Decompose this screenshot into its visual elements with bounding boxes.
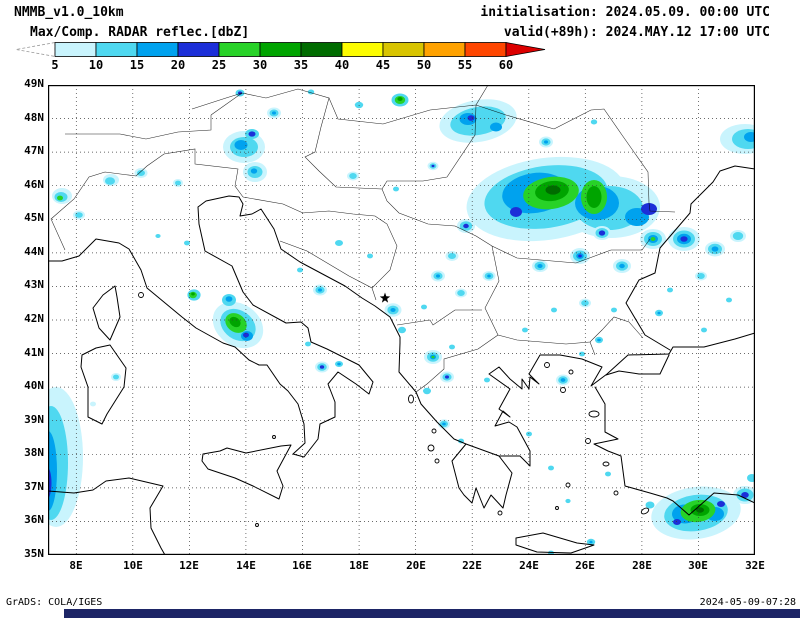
variable-label: Max/Comp. RADAR reflec.[dbZ] bbox=[30, 25, 250, 40]
colorbar-tick-label: 15 bbox=[129, 58, 145, 72]
lat-tick-label: 39N bbox=[24, 413, 44, 426]
lat-tick-label: 40N bbox=[24, 379, 44, 392]
lat-tick-label: 45N bbox=[24, 211, 44, 224]
grads-credit-label: GrADS: COLA/IGES bbox=[6, 597, 103, 608]
colorbar-segment bbox=[505, 42, 546, 57]
colorbar-tick-label: 35 bbox=[293, 58, 309, 72]
lon-tick-label: 30E bbox=[688, 559, 708, 572]
initialisation-label: initialisation: 2024.05.09. 00:00 UTC bbox=[480, 5, 770, 20]
colorbar-tick-label: 30 bbox=[252, 58, 268, 72]
colorbar-tick-label: 5 bbox=[51, 58, 59, 72]
colorbar-segment bbox=[15, 42, 56, 57]
lat-tick-label: 48N bbox=[24, 111, 44, 124]
colorbar-segment bbox=[136, 42, 179, 57]
lon-tick-label: 16E bbox=[292, 559, 312, 572]
model-title: NMMB_v1.0_10km bbox=[14, 5, 124, 20]
colorbar-tick-label: 40 bbox=[334, 58, 350, 72]
colorbar-tick-label: 20 bbox=[170, 58, 186, 72]
lat-tick-label: 44N bbox=[24, 245, 44, 258]
colorbar-segment bbox=[464, 42, 507, 57]
lat-tick-label: 36N bbox=[24, 513, 44, 526]
lon-tick-label: 24E bbox=[519, 559, 539, 572]
lat-tick-label: 49N bbox=[24, 77, 44, 90]
colorbar-segment bbox=[177, 42, 220, 57]
colorbar-segment bbox=[54, 42, 97, 57]
map-frame bbox=[48, 85, 755, 555]
lat-tick-label: 37N bbox=[24, 480, 44, 493]
colorbar-tick-label: 60 bbox=[498, 58, 514, 72]
colorbar-tick-label: 55 bbox=[457, 58, 473, 72]
bottom-bar bbox=[64, 609, 800, 618]
lat-tick-label: 43N bbox=[24, 278, 44, 291]
map-plot bbox=[48, 85, 755, 555]
coastlines bbox=[48, 165, 755, 555]
lon-tick-label: 12E bbox=[179, 559, 199, 572]
lon-tick-label: 22E bbox=[462, 559, 482, 572]
colorbar-segment bbox=[259, 42, 302, 57]
radar-echoes bbox=[48, 89, 755, 555]
valid-time-label: valid(+89h): 2024.MAY.12 17:00 UTC bbox=[503, 25, 770, 40]
lon-tick-label: 14E bbox=[236, 559, 256, 572]
graticule bbox=[48, 85, 755, 555]
lat-tick-label: 41N bbox=[24, 346, 44, 359]
colorbar-segment bbox=[218, 42, 261, 57]
creation-timestamp-label: 2024-05-09-07:28 bbox=[699, 597, 796, 608]
colorbar-tick-label: 50 bbox=[416, 58, 432, 72]
lat-tick-label: 47N bbox=[24, 144, 44, 157]
lat-tick-label: 42N bbox=[24, 312, 44, 325]
lat-tick-label: 46N bbox=[24, 178, 44, 191]
location-star-marker bbox=[379, 292, 391, 303]
colorbar bbox=[15, 42, 546, 57]
colorbar-segment bbox=[95, 42, 138, 57]
lon-tick-label: 20E bbox=[406, 559, 426, 572]
colorbar-tick-label: 10 bbox=[88, 58, 104, 72]
lon-tick-label: 32E bbox=[745, 559, 765, 572]
colorbar-tick-label: 25 bbox=[211, 58, 227, 72]
lat-tick-label: 35N bbox=[24, 547, 44, 560]
lon-tick-label: 8E bbox=[69, 559, 83, 572]
lon-tick-label: 28E bbox=[632, 559, 652, 572]
lon-tick-label: 26E bbox=[575, 559, 595, 572]
colorbar-segment bbox=[423, 42, 466, 57]
lon-tick-label: 10E bbox=[123, 559, 143, 572]
colorbar-segment bbox=[382, 42, 425, 57]
colorbar-tick-label: 45 bbox=[375, 58, 391, 72]
lat-tick-label: 38N bbox=[24, 446, 44, 459]
colorbar-segment bbox=[341, 42, 384, 57]
colorbar-segment bbox=[300, 42, 343, 57]
country-borders bbox=[50, 85, 676, 393]
lon-tick-label: 18E bbox=[349, 559, 369, 572]
